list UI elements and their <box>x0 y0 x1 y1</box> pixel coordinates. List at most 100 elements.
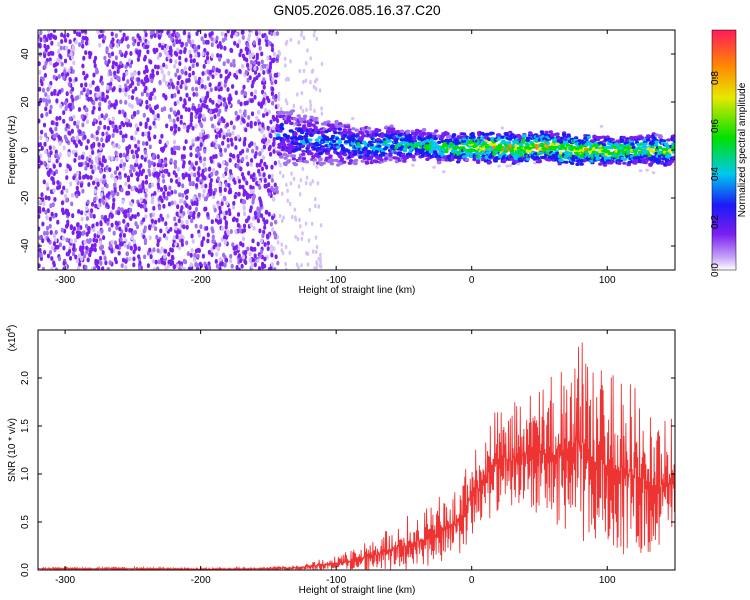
noise-point <box>253 253 257 259</box>
noise-point <box>218 219 223 225</box>
noise-point <box>218 56 222 62</box>
noise-point <box>128 63 132 69</box>
noise-point <box>76 222 80 228</box>
sparse-point <box>319 252 322 258</box>
noise-point <box>104 60 108 66</box>
sparse-point <box>302 35 306 41</box>
noise-point <box>260 213 264 219</box>
noise-point <box>202 236 206 242</box>
spectrogram-x-tick-label: -200 <box>191 275 211 286</box>
signal-point <box>586 135 591 139</box>
noise-point <box>148 103 152 109</box>
signal-point <box>444 150 449 154</box>
noise-point <box>47 98 52 104</box>
noise-point <box>230 174 234 180</box>
noise-point <box>119 99 123 105</box>
noise-point <box>218 266 222 270</box>
noise-point <box>99 30 103 34</box>
noise-point <box>271 125 275 131</box>
noise-point <box>146 49 150 55</box>
noise-point <box>177 218 181 224</box>
sparse-point <box>295 262 299 267</box>
noise-point <box>58 89 62 95</box>
noise-point <box>226 74 230 79</box>
noise-point <box>108 167 112 173</box>
noise-point <box>162 73 166 79</box>
noise-point <box>50 120 54 126</box>
noise-point <box>237 191 241 197</box>
noise-point <box>175 145 179 151</box>
noise-point <box>56 185 60 191</box>
noise-point <box>52 133 56 139</box>
signal-point <box>296 114 301 118</box>
noise-point <box>184 41 188 47</box>
sparse-point <box>301 231 304 236</box>
noise-point <box>52 63 56 68</box>
noise-point <box>199 142 203 148</box>
signal-point <box>564 160 569 164</box>
signal-point <box>326 120 331 124</box>
noise-point <box>40 192 44 198</box>
signal-point <box>318 157 323 161</box>
noise-point <box>90 159 94 165</box>
signal-point <box>425 150 430 154</box>
signal-point <box>368 155 373 159</box>
noise-point <box>223 262 227 268</box>
sparse-point <box>300 91 304 96</box>
noise-point <box>118 109 122 115</box>
noise-point <box>217 99 221 105</box>
signal-point <box>573 136 579 140</box>
noise-point <box>50 266 54 270</box>
noise-point <box>258 30 262 36</box>
noise-point <box>220 31 224 37</box>
noise-point <box>58 115 62 121</box>
noise-point <box>109 71 113 77</box>
noise-point <box>130 235 134 241</box>
signal-halo-point <box>638 169 643 173</box>
noise-point <box>95 263 99 268</box>
sparse-point <box>284 244 288 250</box>
noise-point <box>248 251 252 257</box>
noise-point <box>158 42 162 48</box>
signal-point <box>302 120 308 124</box>
noise-point <box>87 50 91 56</box>
sparse-point <box>284 41 288 47</box>
noise-point <box>188 72 192 78</box>
sparse-point <box>276 240 280 245</box>
noise-point <box>75 185 79 191</box>
sparse-point <box>315 244 319 250</box>
noise-point <box>167 251 171 257</box>
sparse-point <box>315 265 318 270</box>
noise-point <box>227 189 231 195</box>
noise-point <box>144 187 149 193</box>
noise-point <box>191 63 195 69</box>
noise-point <box>196 253 200 259</box>
noise-point <box>105 165 109 171</box>
noise-point <box>189 122 193 127</box>
noise-point <box>105 84 110 90</box>
noise-point <box>242 84 246 90</box>
noise-point <box>197 152 201 158</box>
noise-point <box>200 123 204 129</box>
noise-point <box>136 212 140 217</box>
noise-point <box>73 238 78 243</box>
signal-point <box>333 131 338 135</box>
sparse-point <box>320 106 323 111</box>
noise-point <box>190 248 194 253</box>
noise-point <box>215 107 219 113</box>
noise-point <box>168 185 172 191</box>
noise-point <box>178 39 182 44</box>
noise-point <box>80 39 84 45</box>
noise-point <box>97 115 101 120</box>
noise-point <box>274 79 278 85</box>
noise-point <box>168 33 172 39</box>
signal-point <box>481 142 487 146</box>
noise-point <box>164 221 168 227</box>
signal-point <box>659 161 665 165</box>
noise-point <box>132 71 137 76</box>
noise-point <box>62 260 66 266</box>
noise-point <box>114 61 118 67</box>
noise-point <box>157 259 161 265</box>
noise-point <box>219 44 223 50</box>
sparse-point <box>311 249 315 254</box>
